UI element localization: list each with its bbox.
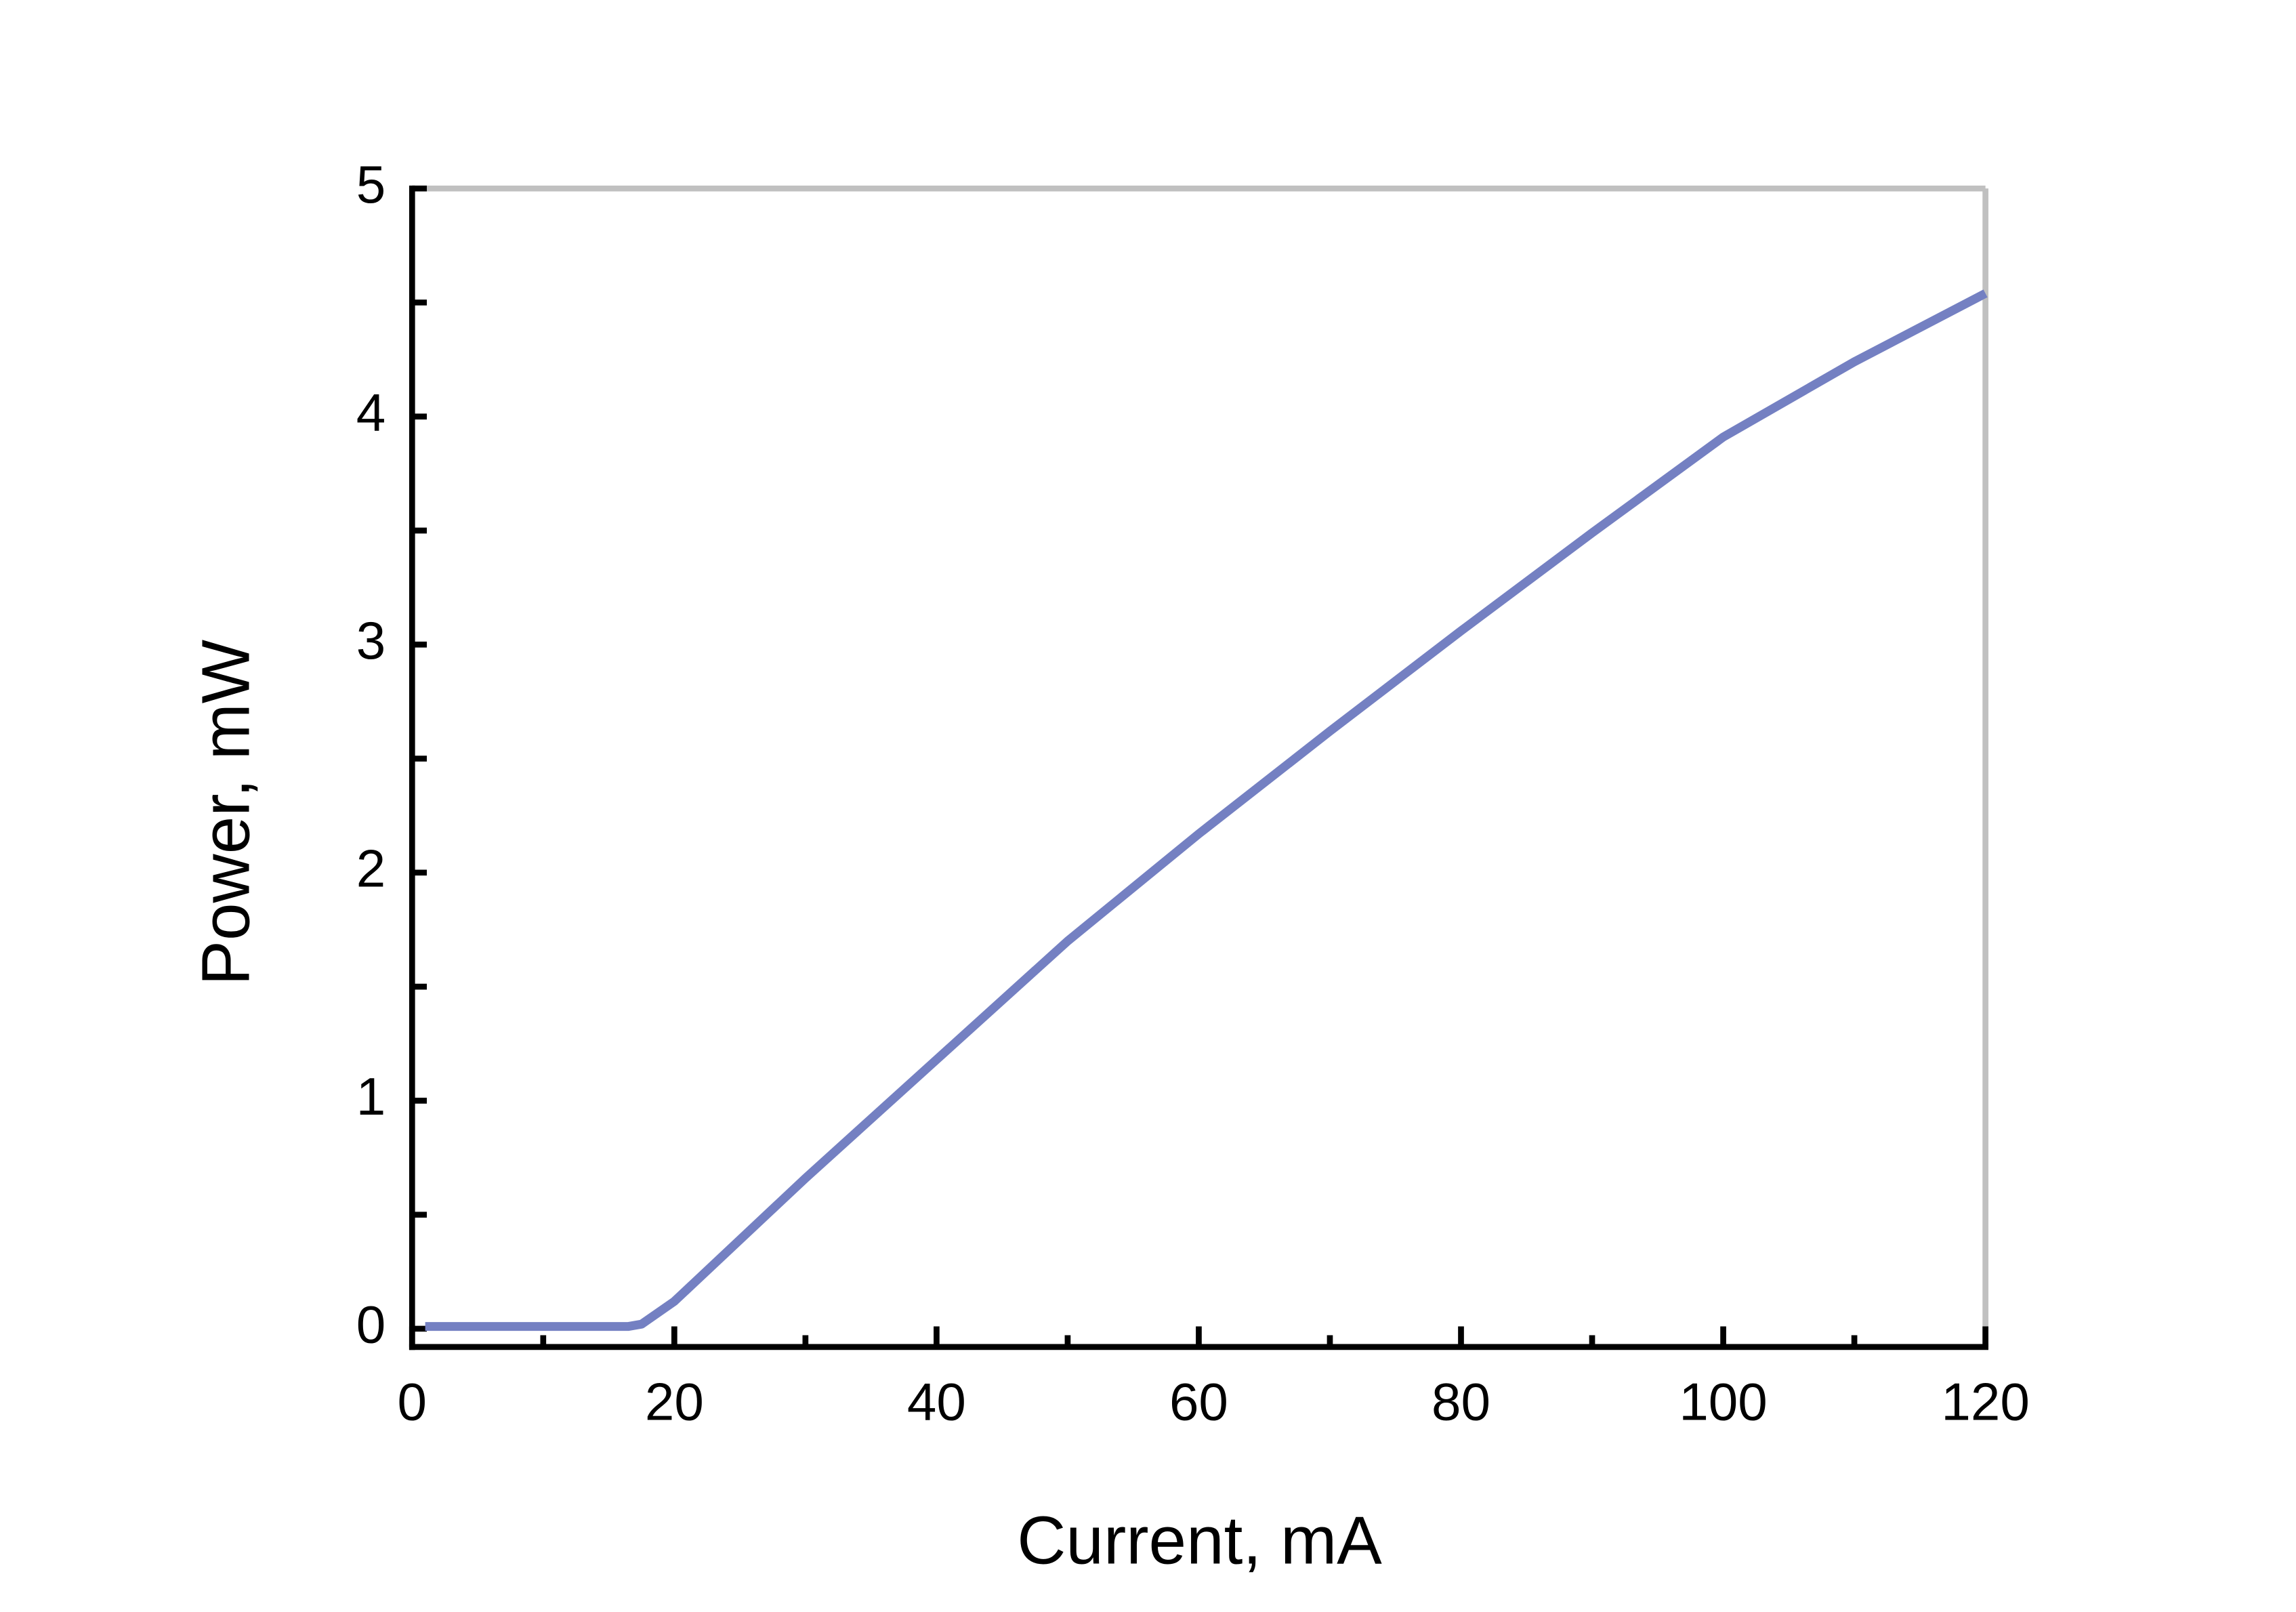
x-tick-label: 0 — [398, 1371, 427, 1431]
y-tick-label: 0 — [356, 1295, 385, 1355]
x-tick-label: 40 — [907, 1371, 966, 1431]
y-tick-label: 3 — [356, 611, 385, 670]
x-axis-title: Current, mA — [1017, 1504, 1382, 1579]
y-tick-label: 2 — [356, 838, 385, 898]
x-tick-label: 120 — [1941, 1371, 2029, 1431]
y-axis-title: Power, mW — [188, 640, 264, 986]
x-tick-label: 20 — [645, 1371, 704, 1431]
x-tick-label: 80 — [1432, 1371, 1490, 1431]
y-tick-label: 5 — [356, 154, 385, 214]
x-tick-label: 60 — [1169, 1371, 1228, 1431]
x-tick-label: 100 — [1679, 1371, 1767, 1431]
data-line — [425, 289, 1988, 1331]
y-tick-label: 1 — [356, 1067, 385, 1126]
y-tick-label: 4 — [356, 382, 385, 442]
